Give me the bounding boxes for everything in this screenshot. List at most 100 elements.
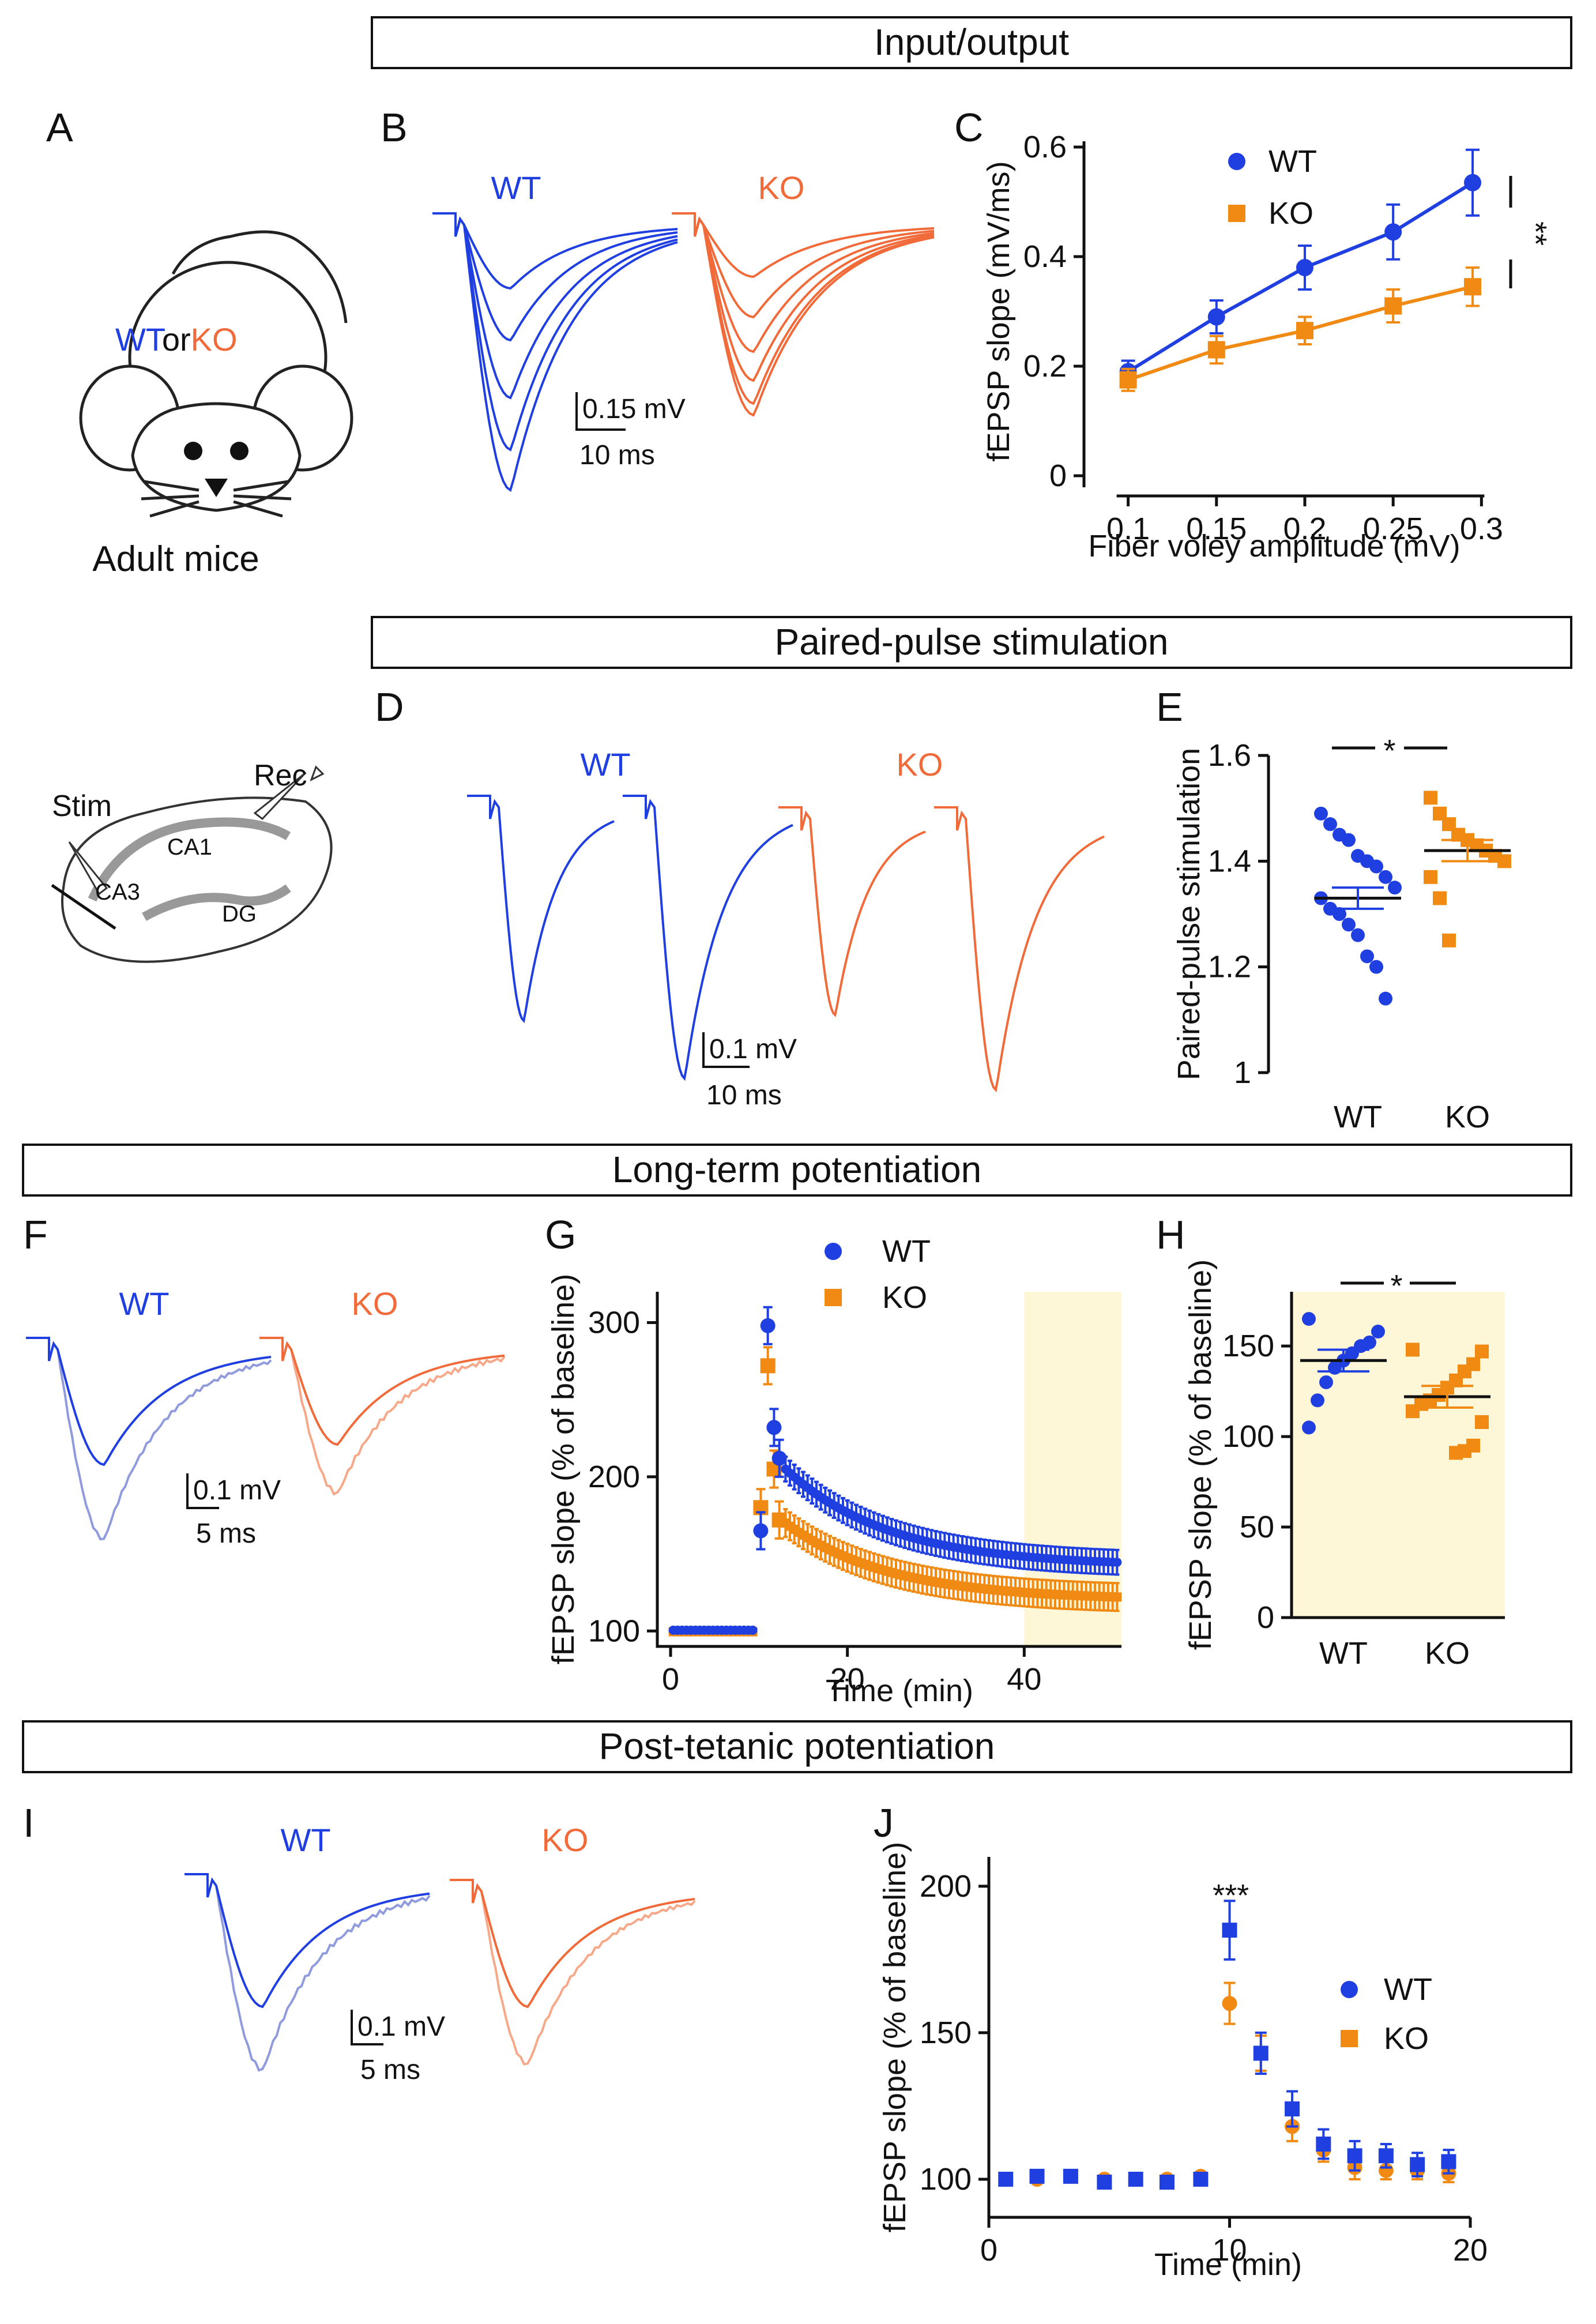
- e-point-ko: [1497, 854, 1511, 868]
- j-y-axis-title: fEPSP slope (% of baseline): [878, 1842, 912, 2232]
- g-peak-point-wt: [760, 1318, 776, 1333]
- trace-f-ko-baseline: [259, 1337, 505, 1446]
- trace-group-f: [26, 1337, 506, 1541]
- slice-stim-label: Stim: [52, 789, 112, 823]
- e-significance-star: *: [1383, 734, 1395, 768]
- trace-b-wt-sweep: [432, 212, 678, 452]
- j-point-wt: [1063, 2168, 1078, 2184]
- trace-d-ko-pulse-1: [778, 806, 926, 1017]
- trace-d-wt-label: WT: [580, 746, 630, 783]
- j-legend-wt-marker: [1341, 1981, 1358, 1998]
- g-y-tick-label: 300: [588, 1305, 640, 1340]
- scale-b-voltage: 0.15 mV: [582, 394, 686, 424]
- header-box-ptp: [22, 1720, 1572, 1773]
- mouse-genotype-label: WTorKO: [115, 321, 238, 358]
- trace-b-ko-sweep: [672, 212, 935, 405]
- g-legend-ko-label: KO: [882, 1280, 927, 1315]
- c-legend-wt-marker: [1228, 153, 1245, 170]
- j-x-axis-title: Time (min): [1154, 2247, 1302, 2282]
- h-x-category-label: KO: [1425, 1636, 1470, 1671]
- stim-electrode-icon: [68, 841, 108, 896]
- e-y-tick-label: 1.2: [1208, 950, 1251, 984]
- c-y-axis-title: fEPSP slope (mV/ms): [981, 161, 1016, 461]
- trace-f-ko-post: [259, 1337, 506, 1496]
- c-y-tick-label: 0.2: [1023, 349, 1067, 383]
- mouse-eye-right: [230, 442, 249, 460]
- c-x-tick-label: 0.15: [1186, 512, 1247, 546]
- panel-label-g: G: [545, 1212, 576, 1257]
- h-y-tick-label: 150: [1222, 1329, 1274, 1363]
- h-point-ko: [1406, 1404, 1420, 1419]
- slice-ca3-label: CA3: [95, 879, 140, 905]
- scale-i-time: 5 ms: [360, 2055, 420, 2085]
- c-point-wt: [1296, 259, 1313, 276]
- mouse-ko-text: KO: [191, 321, 238, 358]
- trace-b-ko-sweep: [672, 212, 935, 417]
- trace-d-ko-label: KO: [897, 746, 943, 783]
- hippocampus-schematic: [51, 765, 333, 963]
- trace-b-wt-sweep: [432, 212, 678, 342]
- g-y-tick-label: 100: [588, 1614, 640, 1648]
- scale-b-time: 10 ms: [579, 440, 655, 471]
- c-x-tick-label: 0.2: [1283, 512, 1326, 546]
- j-point-wt: [1159, 2175, 1175, 2190]
- g-y-tick-label: 200: [588, 1460, 640, 1494]
- c-x-axis-title: Fiber voley amplitude (mV): [1088, 529, 1460, 563]
- e-point-wt: [1342, 917, 1356, 932]
- h-background-highlight: [1292, 1292, 1505, 1618]
- j-legend-ko-label: KO: [1384, 2021, 1429, 2056]
- h-significance-star: *: [1390, 1269, 1402, 1303]
- h-x-category-label: WT: [1319, 1636, 1368, 1671]
- trace-b-ko-label: KO: [758, 170, 805, 206]
- e-x-category-label: KO: [1445, 1100, 1490, 1134]
- panel-label-b: B: [381, 105, 408, 150]
- header-box-ltp: [22, 1144, 1572, 1197]
- j-point-wt: [1347, 2148, 1362, 2164]
- h-sem-bar: [1318, 1348, 1369, 1373]
- scale-d-voltage: 0.1 mV: [709, 1034, 797, 1065]
- h-point-wt: [1319, 1375, 1333, 1389]
- j-point-wt: [1097, 2175, 1112, 2190]
- h-point-wt: [1302, 1312, 1316, 1326]
- trace-b-wt-sweep: [432, 212, 678, 400]
- mouse-eye-left: [184, 442, 202, 460]
- e-point-wt: [1342, 833, 1356, 847]
- scale-f-time: 5 ms: [196, 1518, 256, 1549]
- g-baseline-point-wt: [748, 1625, 758, 1635]
- trace-group-d: [467, 795, 1105, 1093]
- trace-i-wt-post: [185, 1873, 431, 2072]
- slice-ca1-label: CA1: [167, 834, 212, 860]
- panel-label-d: D: [375, 685, 404, 729]
- j-x-tick-label: 10: [1212, 2233, 1247, 2267]
- stim-cut-line: [51, 883, 116, 930]
- scale-bar-f: [186, 1473, 219, 1509]
- g-y-axis-title: fEPSP slope (% of baseline): [546, 1274, 581, 1664]
- e-point-wt: [1314, 806, 1328, 821]
- e-point-wt: [1360, 949, 1374, 964]
- mouse-illustration: [79, 230, 353, 518]
- mouse-head: [131, 402, 302, 512]
- mouse-caption: Adult mice: [92, 539, 259, 579]
- h-point-ko: [1475, 1344, 1489, 1359]
- h-point-ko: [1449, 1446, 1463, 1460]
- j-point-wt: [1316, 2136, 1331, 2152]
- panel-label-e: E: [1156, 685, 1183, 729]
- e-x-category-label: WT: [1334, 1100, 1382, 1134]
- g-decay-point-wt: [1112, 1558, 1122, 1567]
- trace-f-ko-label: KO: [352, 1285, 398, 1322]
- trace-i-ko-post: [450, 1879, 696, 2066]
- trace-f-wt-baseline: [26, 1337, 272, 1466]
- e-point-wt: [1351, 928, 1365, 942]
- c-point-ko: [1384, 297, 1402, 315]
- h-point-ko: [1475, 1415, 1489, 1429]
- e-point-ko: [1424, 870, 1437, 884]
- trace-b-wt-label: WT: [491, 170, 541, 206]
- trace-f-wt-label: WT: [119, 1285, 169, 1322]
- chart-e-paired-pulse: 1 1.2 1.4 1.6 WT KO Paired-pulse stimulation *: [1172, 734, 1511, 1134]
- trace-f-wt-post: [26, 1337, 272, 1541]
- mouse-nose: [205, 479, 228, 497]
- e-point-ko: [1442, 933, 1456, 947]
- scale-bar-d: [702, 1032, 750, 1068]
- trace-b-wt-sweep: [432, 212, 678, 290]
- g-peak-point-wt: [771, 1450, 787, 1466]
